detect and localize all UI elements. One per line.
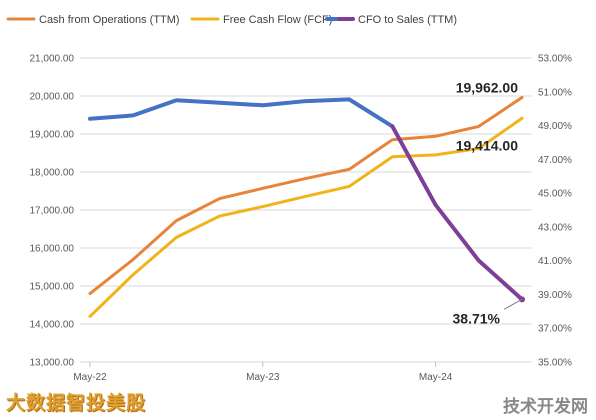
- series-line-2: [88, 116, 524, 318]
- series-line-3: [88, 97, 395, 129]
- legend-label: Free Cash Flow (FCF): [223, 14, 332, 26]
- annotations: 19,962.00 19,414.00 38.71%: [453, 79, 523, 326]
- callout-label: 19,414.00: [456, 137, 518, 153]
- y-right-tick-label: 49.00%: [538, 121, 572, 132]
- y-left-tick-label: 19,000.00: [30, 130, 75, 141]
- series-lines: [88, 95, 525, 318]
- y-right-tick-label: 35.00%: [538, 358, 572, 369]
- y-axis-right: 35.00% 37.00% 39.00% 41.00% 43.00% 45.00% 47.0…: [538, 54, 572, 369]
- legend: Cash from Operations (TTM) Free Cash Flow…: [6, 14, 457, 26]
- y-right-tick-label: 43.00%: [538, 222, 572, 233]
- callout-leader: [503, 298, 523, 310]
- watermark-right: 技术开发网: [503, 397, 588, 416]
- y-left-tick-label: 14,000.00: [30, 320, 75, 331]
- y-left-tick-label: 13,000.00: [30, 358, 75, 369]
- y-left-tick-label: 21,000.00: [30, 54, 75, 65]
- series-line-3-tail: [390, 124, 524, 302]
- callout-label: 19,962.00: [456, 79, 518, 95]
- y-left-tick-label: 18,000.00: [30, 168, 75, 179]
- y-left-tick-label: 16,000.00: [30, 244, 75, 255]
- y-left-tick-label: 20,000.00: [30, 92, 75, 103]
- y-left-tick-label: 15,000.00: [30, 282, 75, 293]
- legend-label: CFO to Sales (TTM): [358, 14, 457, 26]
- y-right-tick-label: 47.00%: [538, 155, 572, 166]
- y-right-tick-label: 39.00%: [538, 290, 572, 301]
- x-tick-label: May-22: [73, 372, 107, 383]
- gridlines: [80, 57, 532, 363]
- x-axis: May-22 May-23 May-24: [73, 362, 453, 383]
- legend-label: Cash from Operations (TTM): [39, 14, 180, 26]
- x-tick-label: May-23: [246, 372, 280, 383]
- callout-label: 38.71%: [453, 310, 501, 326]
- y-right-tick-label: 53.00%: [538, 54, 572, 65]
- y-right-tick-label: 41.00%: [538, 256, 572, 267]
- y-right-tick-label: 51.00%: [538, 87, 572, 98]
- watermark-left: 大数据智投美股: [6, 393, 147, 414]
- y-right-tick-label: 45.00%: [538, 189, 572, 200]
- y-axis-left: 13,000.00 14,000.00 15,000.00 16,000.00 17,0…: [30, 54, 75, 369]
- x-tick-label: May-24: [419, 372, 453, 383]
- series-line-1: [88, 95, 524, 296]
- y-left-tick-label: 17,000.00: [30, 206, 75, 217]
- y-right-tick-label: 37.00%: [538, 324, 572, 335]
